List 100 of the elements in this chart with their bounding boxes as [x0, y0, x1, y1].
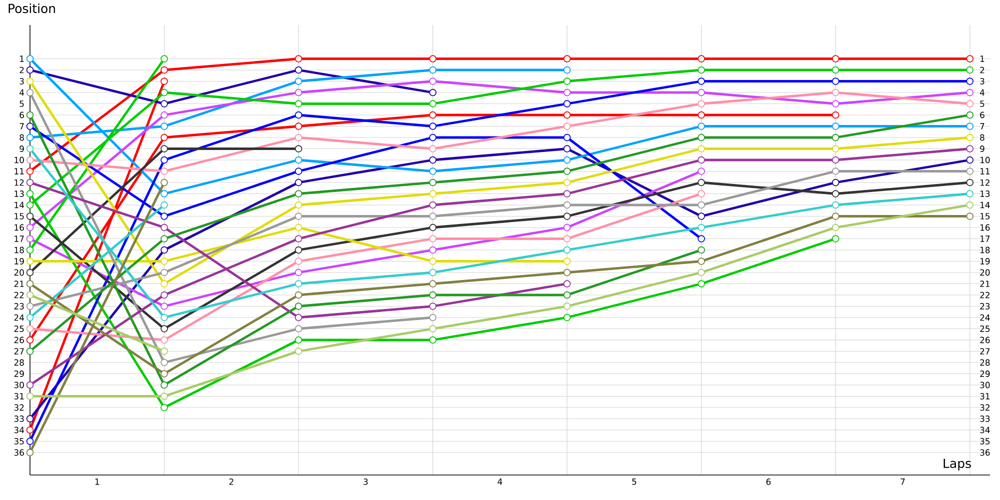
y2-tick-label: 20	[980, 269, 990, 276]
point	[832, 212, 840, 220]
x-tick-label: 2	[229, 478, 234, 485]
point	[429, 325, 436, 332]
point	[26, 348, 34, 355]
y2-tick-label: 2	[980, 66, 984, 74]
point	[832, 201, 840, 209]
point	[698, 246, 705, 254]
x-tick-label: 7	[900, 478, 905, 485]
y2-tick-label: 1	[980, 56, 984, 62]
point	[294, 100, 302, 108]
y-tick-label: 6	[20, 112, 24, 118]
y2-tick-label: 24	[980, 314, 990, 321]
point	[563, 314, 571, 322]
point	[160, 190, 168, 198]
y-tick-label: 2	[20, 66, 24, 74]
y2-tick-label: 32	[980, 404, 990, 411]
point	[429, 268, 436, 276]
y2-tick-label: 7	[980, 123, 984, 130]
point	[832, 122, 840, 130]
point	[563, 122, 571, 130]
point	[160, 370, 168, 378]
y-tick-label: 13	[14, 190, 24, 197]
y-tick-label: 14	[14, 202, 24, 208]
y-tick-label: 12	[14, 179, 24, 186]
y2-tick-label: 31	[980, 393, 990, 400]
point	[160, 134, 168, 142]
point	[26, 201, 34, 209]
point	[160, 78, 168, 85]
y2-tick-label: 13	[980, 190, 990, 197]
point	[26, 190, 34, 198]
y2-tick-label: 33	[980, 416, 990, 422]
point	[294, 78, 302, 85]
point	[698, 145, 705, 152]
point	[26, 381, 34, 389]
y2-tick-label: 15	[980, 213, 990, 220]
point	[26, 168, 34, 175]
y-tick-label: 33	[14, 416, 24, 422]
y2-tick-label: 19	[980, 258, 990, 264]
point	[429, 258, 436, 265]
point	[160, 291, 168, 299]
point	[563, 212, 571, 220]
point	[26, 268, 34, 276]
point	[563, 111, 571, 119]
point	[698, 78, 705, 85]
point	[563, 88, 571, 96]
point	[832, 111, 840, 119]
point	[698, 190, 705, 198]
y-tick-label: 1	[20, 56, 24, 62]
point	[832, 178, 840, 186]
point	[563, 100, 571, 108]
y2-tick-label: 12	[980, 179, 990, 186]
point	[832, 134, 840, 142]
point	[26, 336, 34, 344]
x-tick-label: 3	[364, 478, 368, 485]
point	[429, 212, 436, 220]
y-tick-label: 26	[14, 336, 24, 344]
y2-tick-label: 26	[980, 336, 990, 344]
point	[160, 392, 168, 400]
point	[966, 111, 974, 119]
point	[966, 122, 974, 130]
point	[160, 122, 168, 130]
point	[698, 178, 705, 186]
point	[160, 381, 168, 389]
x-tick-label: 4	[498, 478, 502, 485]
point	[26, 448, 34, 456]
point	[160, 404, 168, 412]
point	[160, 201, 168, 209]
point	[563, 201, 571, 209]
point	[966, 178, 974, 186]
point	[160, 235, 168, 242]
point	[698, 134, 705, 142]
point	[966, 156, 974, 164]
point	[563, 78, 571, 85]
point	[26, 235, 34, 242]
y-tick-label: 16	[14, 224, 24, 231]
x-tick-label: 1	[95, 478, 100, 485]
point	[698, 55, 705, 62]
point	[294, 336, 302, 344]
x-tick-label: 5	[632, 478, 636, 485]
y-tick-label: 22	[14, 292, 24, 298]
y2-tick-label: 9	[980, 146, 984, 152]
point	[832, 66, 840, 74]
point	[429, 302, 436, 310]
point	[966, 66, 974, 74]
point	[832, 168, 840, 175]
point	[294, 190, 302, 198]
point	[26, 178, 34, 186]
y2-tick-label: 27	[980, 348, 990, 354]
point	[294, 156, 302, 164]
point	[698, 100, 705, 108]
point	[26, 302, 34, 310]
point	[429, 190, 436, 198]
point	[563, 280, 571, 288]
point	[429, 291, 436, 299]
point	[429, 78, 436, 85]
point	[429, 168, 436, 175]
y-tick-label: 18	[14, 246, 24, 254]
y-tick-label: 30	[14, 382, 24, 388]
point	[563, 224, 571, 232]
